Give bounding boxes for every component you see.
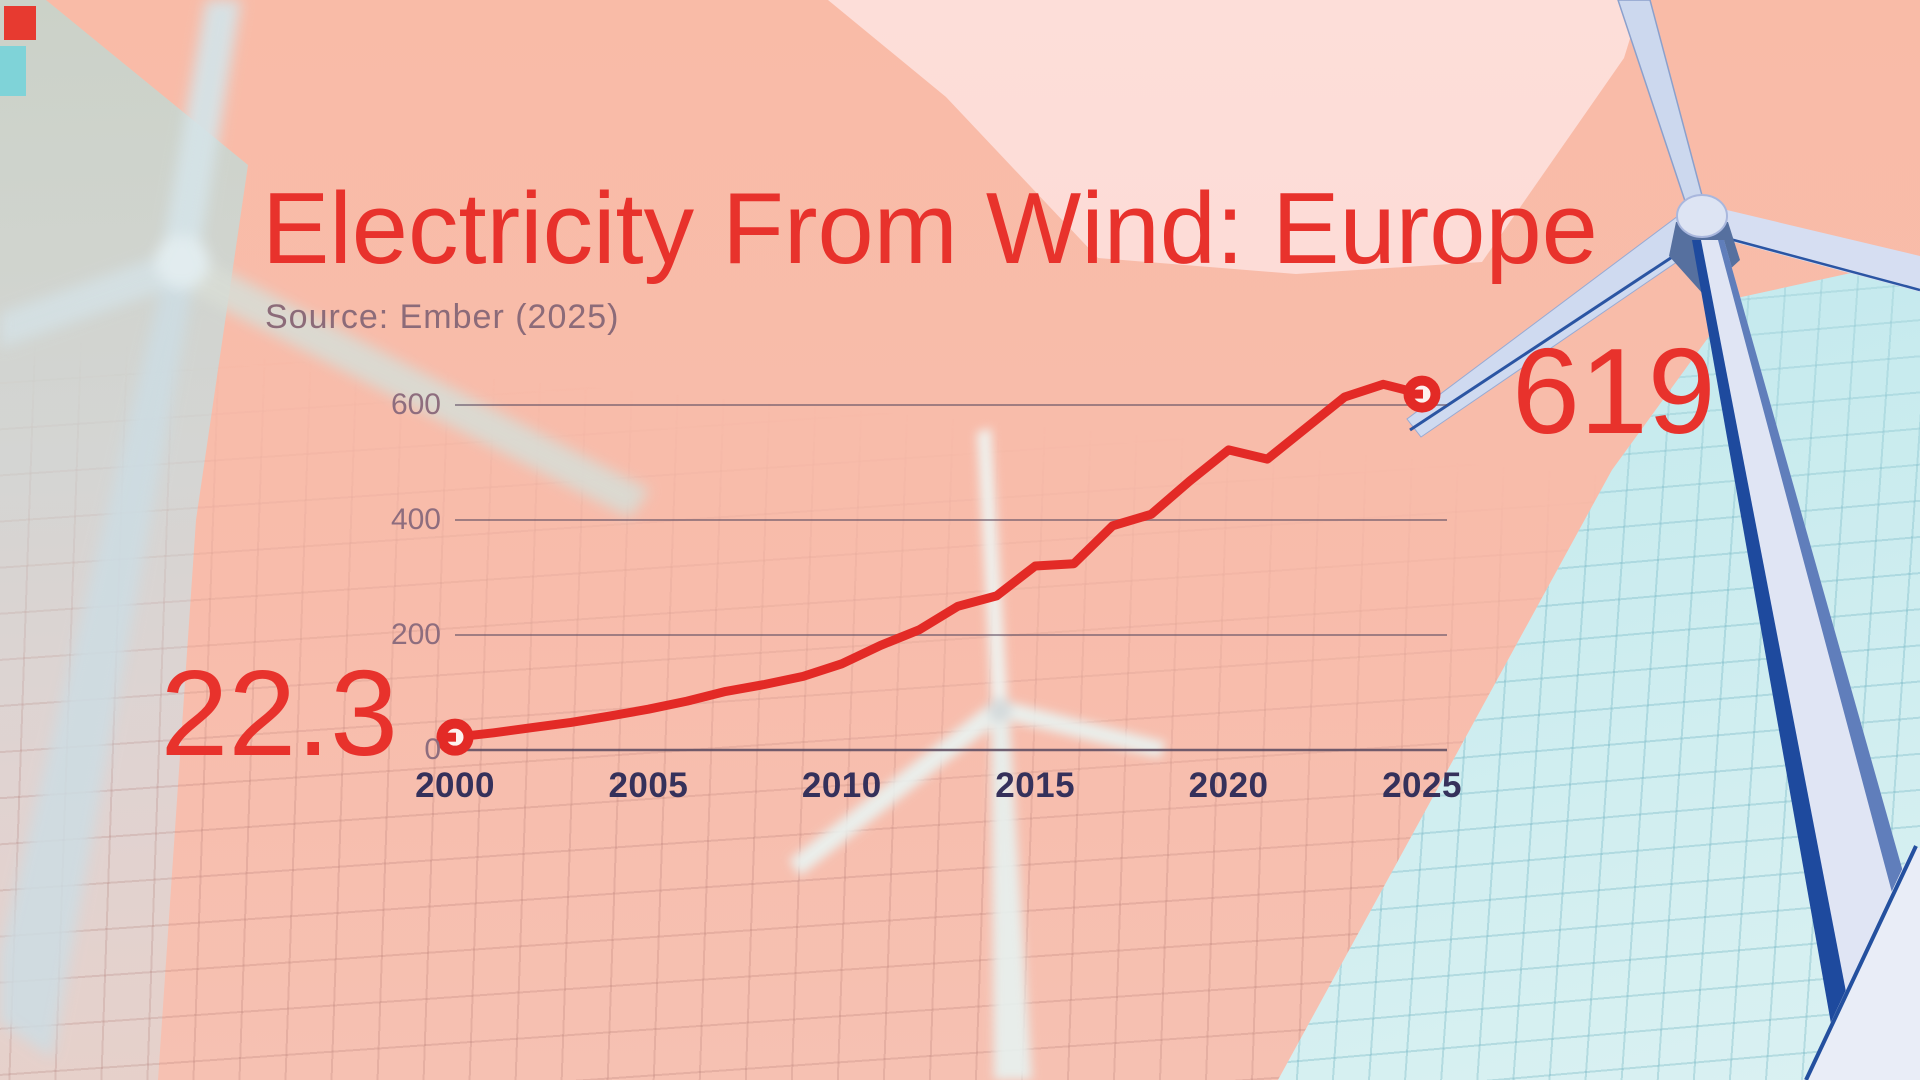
x-tick-label: 2020 — [1188, 766, 1269, 805]
y-tick-label: 400 — [390, 503, 441, 536]
y-tick-label: 200 — [390, 618, 441, 651]
chart-source: Source: Ember (2025) — [265, 298, 620, 336]
first-value-label: 22.3 — [160, 645, 398, 781]
chart-data-line — [450, 379, 1427, 742]
corner-red-square — [4, 6, 36, 40]
chart-title: Electricity From Wind: Europe — [262, 173, 1598, 285]
last-value-label: 619 — [1512, 323, 1716, 459]
y-tick-label: 0 — [424, 733, 441, 766]
y-tick-label: 600 — [390, 388, 441, 421]
x-tick-label: 2015 — [995, 766, 1076, 805]
x-tick-label: 2010 — [801, 766, 882, 805]
x-tick-label: 2005 — [608, 766, 689, 805]
chart-endpoint-markers — [436, 375, 1441, 756]
x-tick-label: 2000 — [415, 766, 495, 805]
chart-gridlines — [455, 404, 1447, 752]
x-tick-label: 2025 — [1382, 766, 1462, 805]
corner-teal-square — [0, 46, 26, 96]
